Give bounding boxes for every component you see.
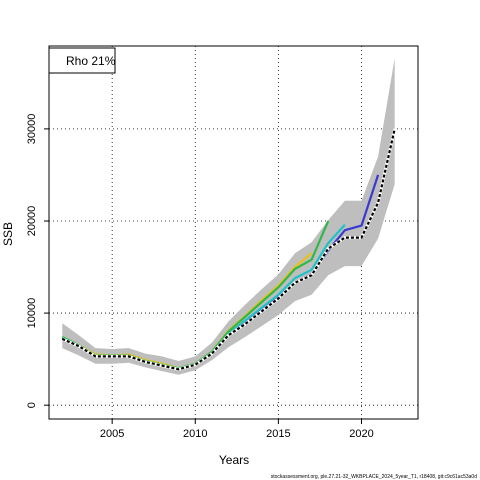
confidence-band (62, 58, 395, 375)
axis-ticks: 2005 2010 2015 2020 0 10000 20000 30000 (26, 114, 374, 440)
legend: Rho 21% (48, 47, 116, 74)
footer-credit: stockassessment.org, ple.27.21-32_WKBPLA… (271, 474, 477, 480)
series-lines (61, 128, 397, 371)
plot-frame (48, 45, 419, 420)
series-line-5 (61, 128, 396, 371)
y-axis-title: SSB (1, 222, 15, 246)
y-tick-label: 30000 (26, 114, 38, 145)
x-tick-label: 2005 (100, 428, 124, 440)
x-tick-label: 2020 (349, 428, 373, 440)
x-tick-label: 2015 (266, 428, 290, 440)
y-tick-label: 20000 (26, 206, 38, 237)
x-tick-label: 2010 (183, 428, 207, 440)
legend-label: Rho 21% (66, 54, 116, 68)
x-axis-title: Years (219, 453, 249, 467)
y-tick-label: 0 (26, 402, 38, 408)
legend-box (48, 47, 116, 74)
grid-lines (49, 46, 418, 419)
y-tick-label: 10000 (26, 298, 38, 329)
